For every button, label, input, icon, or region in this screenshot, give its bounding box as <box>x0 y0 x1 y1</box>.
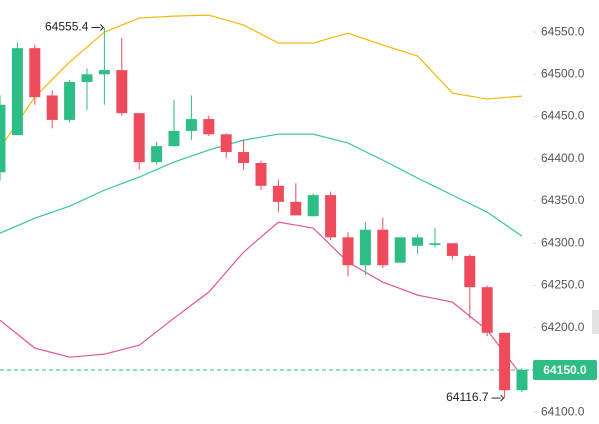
candle-body <box>429 243 441 245</box>
band-line <box>0 133 523 237</box>
candle-body <box>325 195 337 238</box>
annotation-arrowhead <box>100 24 105 31</box>
candle-body <box>272 185 284 202</box>
candle-body <box>151 146 163 163</box>
annotation-label: 64555.4 <box>45 20 89 34</box>
candle-body <box>481 287 493 333</box>
candle-body <box>116 70 128 114</box>
scroll-handle[interactable] <box>592 310 599 334</box>
candle-body <box>81 74 93 82</box>
candle-body <box>203 119 215 135</box>
annotation-arrowhead <box>500 394 505 402</box>
band-line <box>0 221 523 377</box>
candle-body <box>290 201 302 216</box>
candle-body <box>0 104 6 173</box>
band-line <box>0 14 523 149</box>
candle-body <box>446 243 458 256</box>
candle-body <box>377 229 389 266</box>
candle-body <box>168 130 180 147</box>
candle-body <box>64 81 76 120</box>
y-tick-label: 64250.0 <box>541 278 585 292</box>
candle-body <box>255 163 267 186</box>
y-tick-label: 64550.0 <box>541 24 585 38</box>
candle-body <box>185 119 197 131</box>
candle-body <box>342 237 354 266</box>
candle-body <box>98 70 110 75</box>
candle-body <box>394 237 406 263</box>
y-tick-label: 64350.0 <box>541 193 585 207</box>
annotation-label: 64116.7 <box>446 390 489 404</box>
candle-body <box>359 229 371 266</box>
y-tick-label: 64200.0 <box>541 320 585 334</box>
last-price-box <box>533 359 597 380</box>
y-tick-label: 64100.0 <box>541 404 585 418</box>
y-tick-label: 64500.0 <box>541 66 585 80</box>
candle-body <box>46 95 58 120</box>
candle-body <box>464 255 476 288</box>
candle-body <box>516 369 528 391</box>
candle-body <box>307 195 319 217</box>
y-tick-label: 64300.0 <box>541 235 585 249</box>
candle-body <box>133 113 145 163</box>
candle-body <box>412 237 424 246</box>
candle-body <box>499 332 511 391</box>
candle-body <box>238 152 250 164</box>
y-tick-label: 64450.0 <box>541 109 585 123</box>
candle-body <box>11 48 23 136</box>
candle-body <box>29 48 41 98</box>
last-price-label: 64150.0 <box>543 363 587 377</box>
y-tick-label: 64400.0 <box>541 151 585 165</box>
candle-body <box>220 134 232 153</box>
